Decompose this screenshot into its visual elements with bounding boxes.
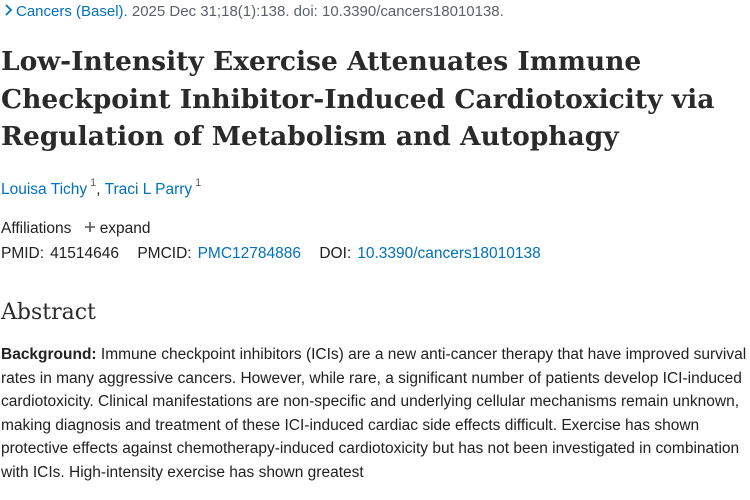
journal-link[interactable]: Cancers (Basel).	[16, 3, 128, 20]
author-link[interactable]: Louisa Tichy	[1, 181, 88, 199]
affiliations-toggle[interactable]: Affiliations expand	[1, 217, 151, 238]
author-separator: ,	[96, 181, 101, 199]
citation-details: 2025 Dec 31;18(1):138. doi: 10.3390/canc…	[127, 3, 504, 20]
abstract-heading: Abstract	[1, 300, 96, 325]
expand-button[interactable]: expand	[99, 220, 151, 237]
chevron-right-icon[interactable]	[4, 3, 16, 20]
affiliation-ref[interactable]: 1	[195, 177, 202, 189]
plus-icon[interactable]	[84, 217, 96, 238]
affiliations-label: Affiliations	[1, 220, 72, 237]
pmcid-link[interactable]: PMC12784886	[197, 245, 302, 262]
author-link[interactable]: Traci L Parry	[104, 181, 193, 199]
abstract-text: Immune checkpoint inhibitors (ICIs) are …	[1, 346, 747, 481]
pmid-value: 41514646	[50, 245, 120, 262]
doi-label: DOI:	[319, 245, 352, 262]
pmcid-label: PMCID:	[137, 245, 192, 262]
identifier-line: PMID: 41514646 PMCID: PMC12784886 DOI: 10.3…	[1, 245, 555, 263]
background-label: Background:	[1, 346, 97, 363]
citation-line: Cancers (Basel). 2025 Dec 31;18(1):138. …	[4, 3, 504, 20]
abstract-paragraph: Background: Immune checkpoint inhibitors…	[1, 343, 749, 484]
article-title: Low-Intensity Exercise Attenuates Immune…	[1, 46, 715, 152]
author-list: Louisa Tichy 1, Traci L Parry 1	[1, 177, 202, 199]
doi-link[interactable]: 10.3390/cancers18010138	[357, 245, 541, 262]
affiliation-ref[interactable]: 1	[90, 177, 97, 189]
pmid-label: PMID:	[1, 245, 45, 262]
